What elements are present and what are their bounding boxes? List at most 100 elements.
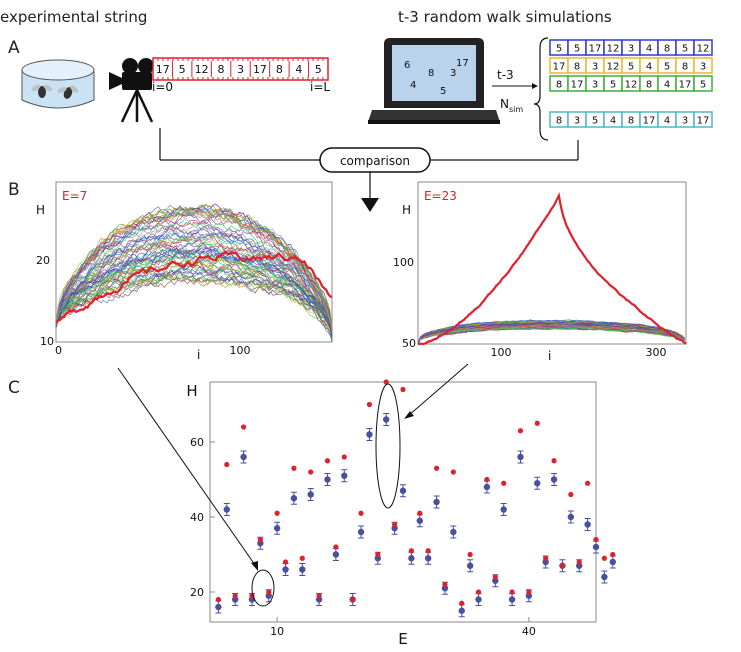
plot-b-left-annotation: E=7 [62, 189, 87, 203]
c-sim-point [357, 528, 365, 536]
c-experimental-point [358, 510, 364, 516]
screen-number: 4 [410, 80, 416, 91]
c-sim-point [223, 506, 230, 513]
c-sim-point [500, 506, 507, 513]
c-sim-point [542, 558, 549, 566]
c-sim-point [441, 585, 449, 592]
c-experimental-point [517, 428, 524, 434]
sim-cell: 8 [556, 80, 562, 91]
sim-cell: 5 [628, 62, 634, 73]
screen-number: 6 [404, 60, 410, 71]
link-arrow-e7 [117, 367, 256, 566]
b-left-sim-line [55, 217, 333, 335]
b-left-sim-line [55, 226, 333, 337]
c-sim-point [265, 592, 272, 599]
c-sim-point [517, 453, 524, 461]
c-experimental-point [274, 510, 280, 516]
sim-cell: 12 [607, 44, 620, 55]
c-sim-point [567, 513, 575, 521]
plot-b-left-ylabel: H [36, 203, 45, 217]
c-sim-point [475, 596, 482, 603]
c-sim-point [332, 551, 340, 558]
highlight-ellipse-e7 [251, 569, 275, 607]
sim-cell: 4 [664, 116, 670, 127]
b-left-sim-line [55, 247, 333, 337]
laptop-icon [368, 38, 500, 124]
b-left-sim-line [55, 206, 333, 331]
string-cell: 4 [295, 63, 302, 76]
b-left-sim-line [55, 244, 333, 335]
c-sim-point [273, 525, 281, 532]
sim-cell: 8 [664, 44, 670, 55]
b-left-sim-line [55, 207, 333, 333]
c-sim-point [290, 495, 298, 502]
sim-cell: 8 [574, 62, 580, 73]
c-sim-point [466, 562, 474, 569]
plot-b-left-xtick-100: 100 [230, 344, 251, 357]
panel-letter-c: C [8, 378, 20, 398]
c-sim-point [399, 487, 407, 494]
sim-cell: 5 [664, 62, 670, 73]
sim-cell: 12 [625, 80, 638, 91]
comparison-pill [319, 147, 431, 173]
c-sim-point [424, 555, 432, 562]
c-experimental-point [291, 465, 297, 471]
sim-cell: 4 [664, 80, 670, 91]
comparison-connector [159, 128, 579, 200]
sim-cell: 5 [556, 44, 562, 55]
c-experimental-point [366, 401, 373, 408]
c-sim-point [576, 562, 583, 569]
c-sim-point [299, 566, 306, 573]
string-cell: 5 [179, 63, 186, 76]
c-experimental-point [383, 379, 389, 385]
film-strip: 17 5 12 8 3 17 8 4 5 [152, 57, 329, 81]
c-experimental-point [610, 551, 616, 558]
c-sim-point [307, 491, 314, 498]
plot-b-right-ylabel: H [402, 203, 411, 217]
screen-number: 8 [428, 68, 434, 79]
sim-cell: 5 [592, 116, 598, 127]
plot-b-left-ytick-20: 20 [36, 254, 50, 267]
c-experimental-point [425, 548, 431, 554]
c-ylabel: H [186, 382, 197, 400]
header-experimental-string: experimental string [0, 8, 148, 26]
sim-cell: 8 [556, 116, 562, 127]
sim-cell: 4 [646, 62, 652, 73]
string-end-label: i=L [310, 80, 331, 94]
c-experimental-point [475, 589, 482, 595]
b-left-sim-line [55, 273, 333, 335]
c-experimental-point [333, 544, 339, 550]
plot-b-right-xtick-100: 100 [491, 346, 512, 359]
c-experimental-point [224, 461, 230, 468]
c-sim-point [341, 472, 348, 479]
c-experimental-point [232, 593, 238, 599]
screen-number: 17 [456, 58, 469, 69]
sim-cell: 5 [610, 80, 616, 91]
b-left-experimental-line [55, 250, 333, 324]
b-left-sim-line [55, 226, 333, 335]
c-experimental-point [316, 593, 322, 599]
header-random-walk-simulations: t-3 random walk simulations [398, 8, 612, 26]
b-right-experimental-line [417, 192, 687, 346]
sim-cell-box [693, 75, 713, 92]
sim-cell: 5 [700, 80, 706, 91]
sim-cell: 3 [574, 116, 580, 127]
b-right-sim-line [417, 319, 685, 345]
c-sim-point [492, 577, 499, 584]
c-experimental-point [593, 536, 599, 543]
c-experimental-point [392, 521, 398, 528]
c-experimental-point [543, 555, 549, 561]
c-sim-point [257, 540, 264, 547]
b-left-sim-line [55, 260, 333, 331]
sim-cell: 17 [553, 62, 566, 73]
fly-dish-icon [21, 59, 95, 109]
c-experimental-point [526, 589, 532, 595]
link-arrowhead-e7 [251, 561, 258, 571]
sim-cell: 3 [700, 62, 706, 73]
c-sim-point [416, 517, 423, 524]
c-experimental-point [266, 589, 272, 595]
plot-b-right-frame [417, 181, 687, 345]
panel-letter-b: B [8, 180, 20, 200]
c-experimental-point [257, 536, 263, 543]
